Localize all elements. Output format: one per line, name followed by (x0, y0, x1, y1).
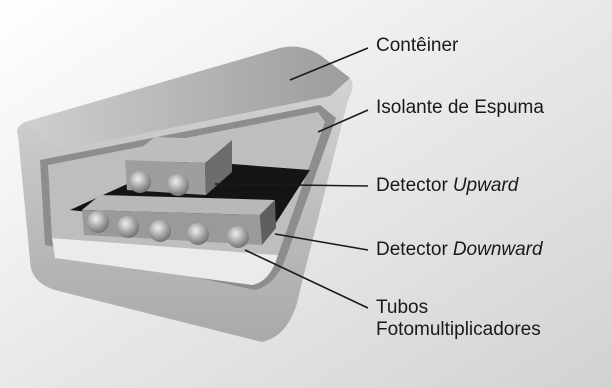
tube (87, 211, 109, 233)
leader-line (274, 233, 369, 251)
downward-side (260, 200, 276, 245)
leader-line (317, 109, 369, 133)
container-top (25, 46, 350, 150)
tube (167, 174, 189, 196)
downward-top (82, 195, 275, 215)
label-part: Contêiner (376, 35, 459, 56)
label-part: Detector (376, 175, 448, 196)
downward-tubes (87, 211, 249, 248)
tube (187, 223, 209, 245)
tube (117, 216, 139, 238)
label-line: Tubos (376, 297, 428, 318)
tube (149, 220, 171, 242)
label: Detector Downward (376, 239, 544, 260)
tube (129, 171, 151, 193)
tube (227, 226, 249, 248)
label-part: Upward (453, 175, 520, 196)
label-part: Detector (376, 239, 448, 260)
leader-line (214, 183, 369, 187)
upward-top (125, 137, 232, 163)
leader-line (244, 249, 369, 309)
label: Detector Upward (376, 175, 520, 196)
label-part: Downward (453, 239, 544, 260)
label: Contêiner (376, 35, 459, 56)
leader-line (289, 47, 369, 81)
foam-bottom (52, 238, 278, 285)
label-line: Fotomultiplicadores (376, 319, 541, 340)
leader-lines (214, 47, 369, 309)
label-part: Isolante de Espuma (376, 97, 544, 118)
container-illustration (16, 46, 353, 342)
upward-side (205, 140, 232, 195)
label: Isolante de Espuma (376, 97, 544, 118)
